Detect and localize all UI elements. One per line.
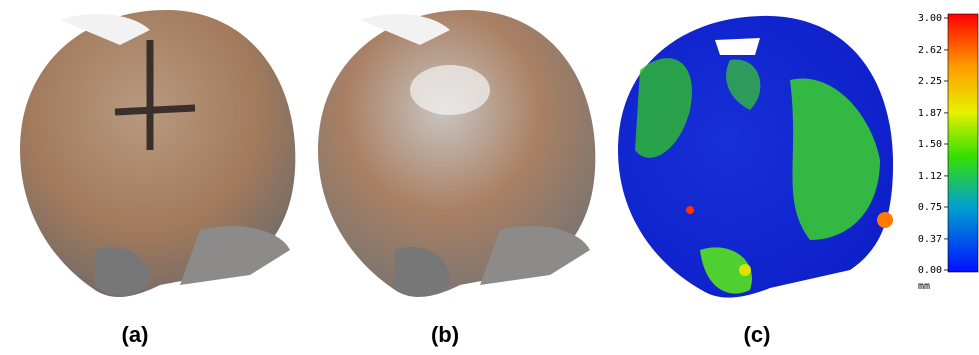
colorbar-gradient <box>948 14 978 272</box>
colorbar-tick-label: 2.62 <box>918 45 942 56</box>
colorbar-tick-label: 0.75 <box>918 202 942 213</box>
colorbar-tick-label: 1.12 <box>918 171 942 182</box>
panel-label: (b) <box>431 322 459 347</box>
colorbar-tick-label: 1.87 <box>918 108 942 119</box>
colorbar-tick-label: 2.25 <box>918 76 942 87</box>
colorbar-tick-label: 3.00 <box>918 13 942 24</box>
panel-label: (a) <box>122 322 149 347</box>
panel-labels: (a) (b) (c) <box>122 322 771 347</box>
head-render-a <box>20 10 295 297</box>
colorbar-tick-label: 0.00 <box>918 265 942 276</box>
colorbar-tick-label: 0.37 <box>918 234 942 245</box>
colorbar-ticks: 3.00 2.62 2.25 1.87 1.50 1.12 0.75 0.37 0.00 <box>918 13 948 276</box>
head-render-b <box>318 10 595 297</box>
colorbar <box>948 14 978 272</box>
colorbar-unit: mm <box>918 281 930 292</box>
panel-label: (c) <box>744 322 771 347</box>
head-render-c <box>618 16 893 298</box>
figure: (a) (b) (c) 3.00 2.62 2.25 1.87 1.50 1.12 0.75 0.… <box>0 0 979 355</box>
colorbar-tick-label: 1.50 <box>918 139 942 150</box>
